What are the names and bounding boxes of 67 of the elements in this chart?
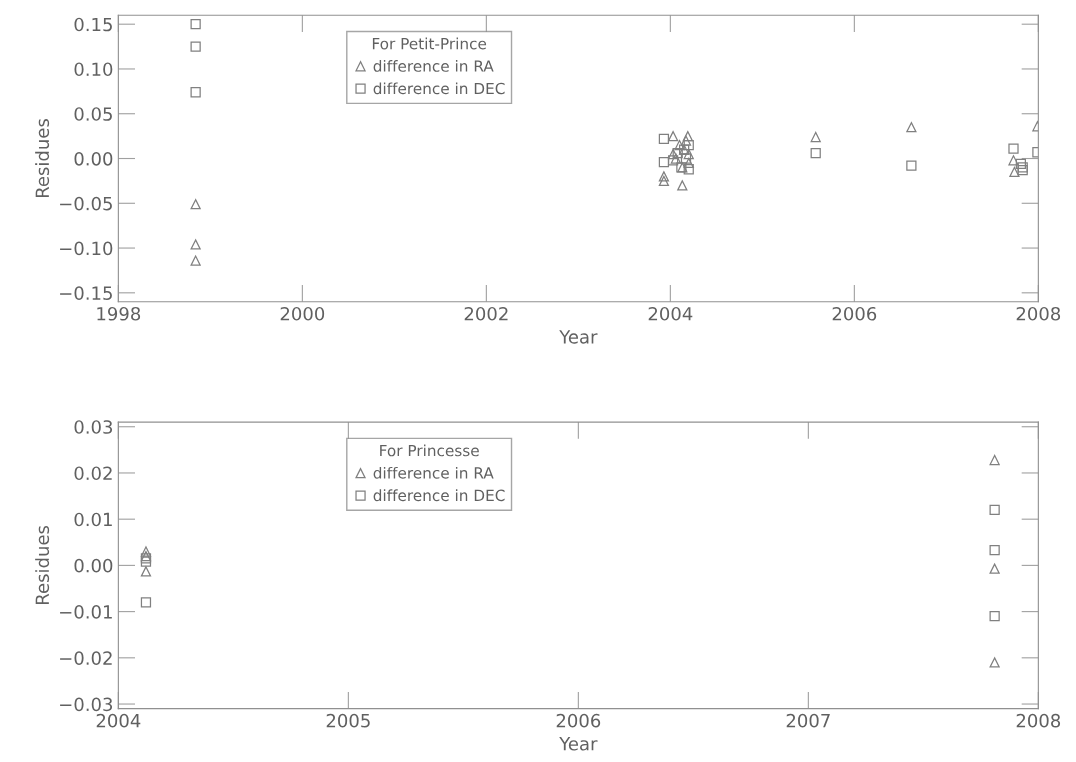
y-tick-label: 0.01 [74,512,112,527]
point [667,130,679,142]
x-tick-label: 2006 [556,713,601,728]
x-tick-label: 1998 [97,306,141,321]
y-tick-label: −0.05 [60,196,112,211]
legend-title: For Princesse [380,444,479,457]
y-tick-label: 0.03 [74,420,113,434]
y-tick-label: 0.15 [74,17,112,32]
x-axis-title: Year [559,737,598,751]
point [190,239,201,250]
point [140,566,152,577]
point [989,545,1000,556]
x-tick-label: 2007 [786,713,830,728]
point [658,133,670,144]
legend-label: difference in RA [373,466,494,479]
point [674,139,685,151]
point [906,160,917,171]
y-tick-label: 0.00 [74,151,113,166]
point [1008,155,1019,166]
x-tick-label: 2004 [648,306,693,321]
y-tick-label: 0.02 [74,466,112,481]
point [989,611,1000,622]
y-tick-label: 0.05 [74,107,112,121]
point [680,153,692,164]
y-tick-label: −0.03 [60,697,113,712]
point [190,19,201,30]
x-axis-title: Year [559,330,598,344]
legend-label: difference in DEC [373,82,505,95]
point [683,139,694,151]
x-tick-label: 2005 [326,713,370,728]
point [683,164,694,175]
point [810,147,821,159]
x-tick-label: 2002 [464,306,508,321]
y-tick-label: −0.15 [60,286,112,300]
point [658,175,670,187]
point [989,657,1000,668]
point [1008,143,1019,154]
point [989,454,1000,466]
y-tick-label: −0.02 [60,651,112,665]
point [658,171,670,182]
x-tick-label: 2006 [832,306,877,321]
point [1015,158,1026,170]
y-tick-label: −0.01 [60,605,112,619]
legend-title: For Petit-Prince [372,37,487,50]
legend-label: difference in RA [373,60,494,72]
y-tick-label: 0.10 [74,62,113,77]
x-tick-label: 2008 [1016,713,1061,728]
point [658,156,670,168]
x-tick-label: 2004 [96,713,141,728]
y-axis-title: Residues [35,525,50,604]
point [140,597,152,608]
point [677,180,688,191]
y-tick-label: 0.00 [74,558,113,573]
legend-label: difference in DEC [373,489,505,502]
point [190,41,201,52]
point [190,87,201,98]
point [190,199,201,210]
point [906,122,917,133]
point [810,131,821,143]
y-axis-title: Residues [35,119,50,198]
x-tick-label: 2000 [280,306,325,321]
y-tick-label: −0.10 [60,241,113,256]
point [989,504,1000,516]
x-tick-label: 2008 [1016,306,1061,321]
point [190,255,201,266]
point [1009,166,1020,178]
point [989,563,1000,574]
